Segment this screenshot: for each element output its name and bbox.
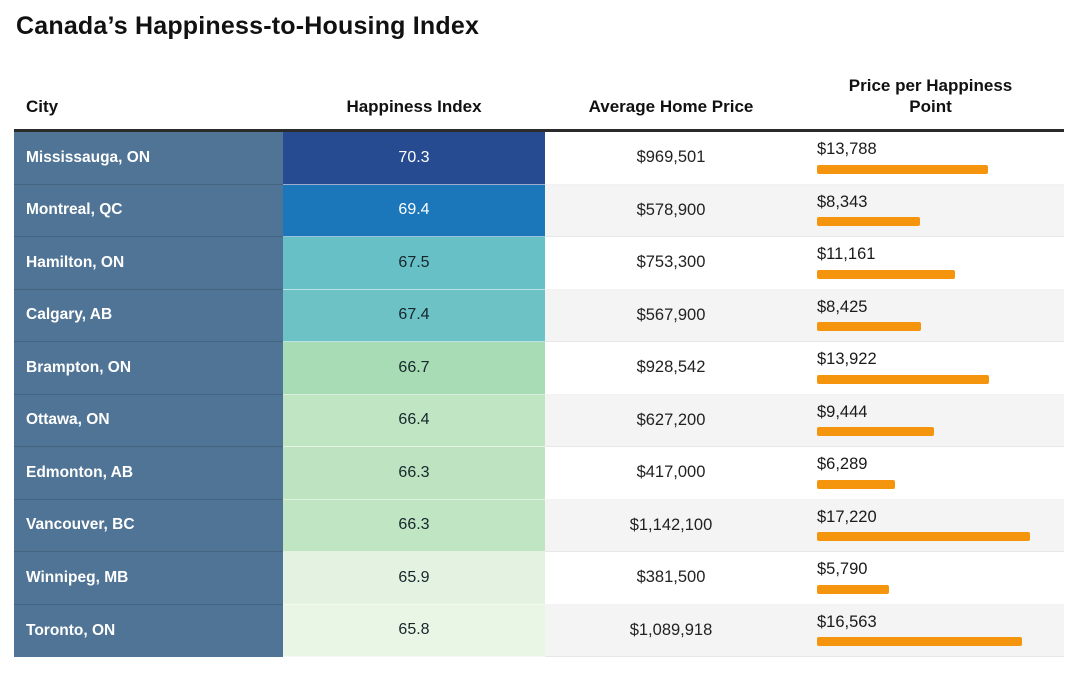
happiness-housing-table: City Happiness Index Average Home Price … (14, 74, 1064, 657)
price-per-point-bar-track (817, 584, 1030, 594)
price-per-point-bar (817, 532, 1030, 542)
price-per-point-bar-track (817, 374, 1030, 384)
price-per-point-value: $16,563 (817, 612, 877, 631)
price-per-point-value: $17,220 (817, 507, 877, 526)
happiness-index-cell: 65.9 (283, 552, 545, 605)
price-per-point-bar-track (817, 532, 1030, 542)
price-per-point-cell: $9,444 (797, 394, 1064, 447)
price-per-point-cell: $13,788 (797, 132, 1064, 185)
price-per-point-bar-track (817, 637, 1030, 647)
table-row: Winnipeg, MB 65.9 $381,500 $5,790 (14, 552, 1064, 605)
price-per-point-cell: $17,220 (797, 499, 1064, 552)
table-row: Toronto, ON 65.8 $1,089,918 $16,563 (14, 604, 1064, 657)
column-header-average-home-price: Average Home Price (588, 96, 754, 116)
price-per-point-cell: $13,922 (797, 342, 1064, 395)
price-per-point-bar (817, 427, 934, 437)
price-per-point-cell: $11,161 (797, 237, 1064, 290)
table-row: Calgary, AB 67.4 $567,900 $8,425 (14, 289, 1064, 342)
home-price-cell: $381,500 (545, 552, 797, 605)
happiness-index-cell: 66.7 (283, 342, 545, 395)
table-row: Ottawa, ON 66.4 $627,200 $9,444 (14, 394, 1064, 447)
column-header-city: City (26, 96, 59, 116)
column-header-price-per-happiness-point: Price per Happiness Point (848, 75, 1013, 116)
home-price-cell: $969,501 (545, 132, 797, 185)
happiness-index-cell: 66.3 (283, 447, 545, 500)
happiness-index-cell: 66.4 (283, 394, 545, 447)
price-per-point-bar (817, 584, 889, 594)
home-price-cell: $1,089,918 (545, 604, 797, 657)
price-per-point-cell: $8,425 (797, 289, 1064, 342)
price-per-point-value: $8,343 (817, 192, 868, 211)
table-row: Vancouver, BC 66.3 $1,142,100 $17,220 (14, 499, 1064, 552)
city-cell: Hamilton, ON (14, 237, 283, 290)
price-per-point-bar-track (817, 269, 1030, 279)
price-per-point-value: $8,425 (817, 297, 868, 316)
page: Canada’s Happiness-to-Housing Index City… (14, 12, 1064, 657)
price-per-point-bar-track (817, 479, 1030, 489)
home-price-cell: $753,300 (545, 237, 797, 290)
city-cell: Winnipeg, MB (14, 552, 283, 605)
price-per-point-value: $13,922 (817, 350, 877, 368)
price-per-point-cell: $5,790 (797, 552, 1064, 605)
home-price-cell: $627,200 (545, 394, 797, 447)
page-title: Canada’s Happiness-to-Housing Index (16, 12, 480, 40)
happiness-index-cell: 65.8 (283, 604, 545, 657)
price-per-point-bar (817, 637, 1022, 647)
price-per-point-bar (817, 269, 956, 279)
happiness-index-cell: 69.4 (283, 184, 545, 237)
city-cell: Vancouver, BC (14, 499, 283, 552)
home-price-cell: $417,000 (545, 447, 797, 500)
home-price-cell: $578,900 (545, 184, 797, 237)
city-cell: Edmonton, AB (14, 447, 283, 500)
price-per-point-bar-track (817, 164, 1030, 174)
table-row: Edmonton, AB 66.3 $417,000 $6,289 (14, 447, 1064, 500)
city-cell: Ottawa, ON (14, 394, 283, 447)
price-per-point-value: $9,444 (817, 402, 868, 421)
home-price-cell: $928,542 (545, 342, 797, 395)
price-per-point-bar (817, 322, 922, 332)
column-header-happiness-index: Happiness Index (346, 96, 482, 116)
price-per-point-value: $5,790 (817, 560, 868, 578)
table-row: Montreal, QC 69.4 $578,900 $8,343 (14, 184, 1064, 237)
happiness-index-cell: 67.4 (283, 289, 545, 342)
city-cell: Montreal, QC (14, 184, 283, 237)
price-per-point-cell: $8,343 (797, 184, 1064, 237)
table-header-row: City Happiness Index Average Home Price … (14, 74, 1064, 132)
price-per-point-bar-track (817, 322, 1030, 332)
price-per-point-bar (817, 479, 895, 489)
table-row: Brampton, ON 66.7 $928,542 $13,922 (14, 342, 1064, 395)
table-row: Hamilton, ON 67.5 $753,300 $11,161 (14, 237, 1064, 290)
price-per-point-bar (817, 374, 990, 384)
table-row: Mississauga, ON 70.3 $969,501 $13,788 (14, 132, 1064, 185)
table-body: Mississauga, ON 70.3 $969,501 $13,788 Mo… (14, 132, 1064, 657)
home-price-cell: $567,900 (545, 289, 797, 342)
home-price-cell: $1,142,100 (545, 499, 797, 552)
price-per-point-value: $13,788 (817, 140, 877, 158)
city-cell: Toronto, ON (14, 604, 283, 657)
price-per-point-cell: $16,563 (797, 604, 1064, 657)
city-cell: Calgary, AB (14, 289, 283, 342)
price-per-point-bar (817, 164, 988, 174)
price-per-point-bar (817, 217, 921, 227)
happiness-index-cell: 70.3 (283, 132, 545, 185)
price-per-point-bar-track (817, 427, 1030, 437)
price-per-point-value: $11,161 (817, 245, 876, 263)
price-per-point-bar-track (817, 217, 1030, 227)
happiness-index-cell: 66.3 (283, 499, 545, 552)
price-per-point-cell: $6,289 (797, 447, 1064, 500)
city-cell: Mississauga, ON (14, 132, 283, 185)
happiness-index-cell: 67.5 (283, 237, 545, 290)
price-per-point-value: $6,289 (817, 455, 868, 473)
city-cell: Brampton, ON (14, 342, 283, 395)
